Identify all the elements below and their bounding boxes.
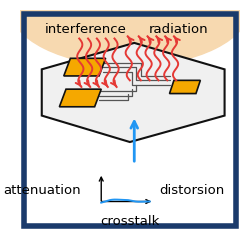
Polygon shape <box>169 80 200 94</box>
Text: crosstalk: crosstalk <box>100 215 160 228</box>
Text: attenuation: attenuation <box>3 184 81 197</box>
Text: interference: interference <box>45 23 127 36</box>
Polygon shape <box>59 89 101 107</box>
Text: radiation: radiation <box>149 23 208 36</box>
Polygon shape <box>64 58 106 76</box>
Text: distorsion: distorsion <box>159 184 224 197</box>
Polygon shape <box>42 43 225 142</box>
Ellipse shape <box>9 0 240 66</box>
